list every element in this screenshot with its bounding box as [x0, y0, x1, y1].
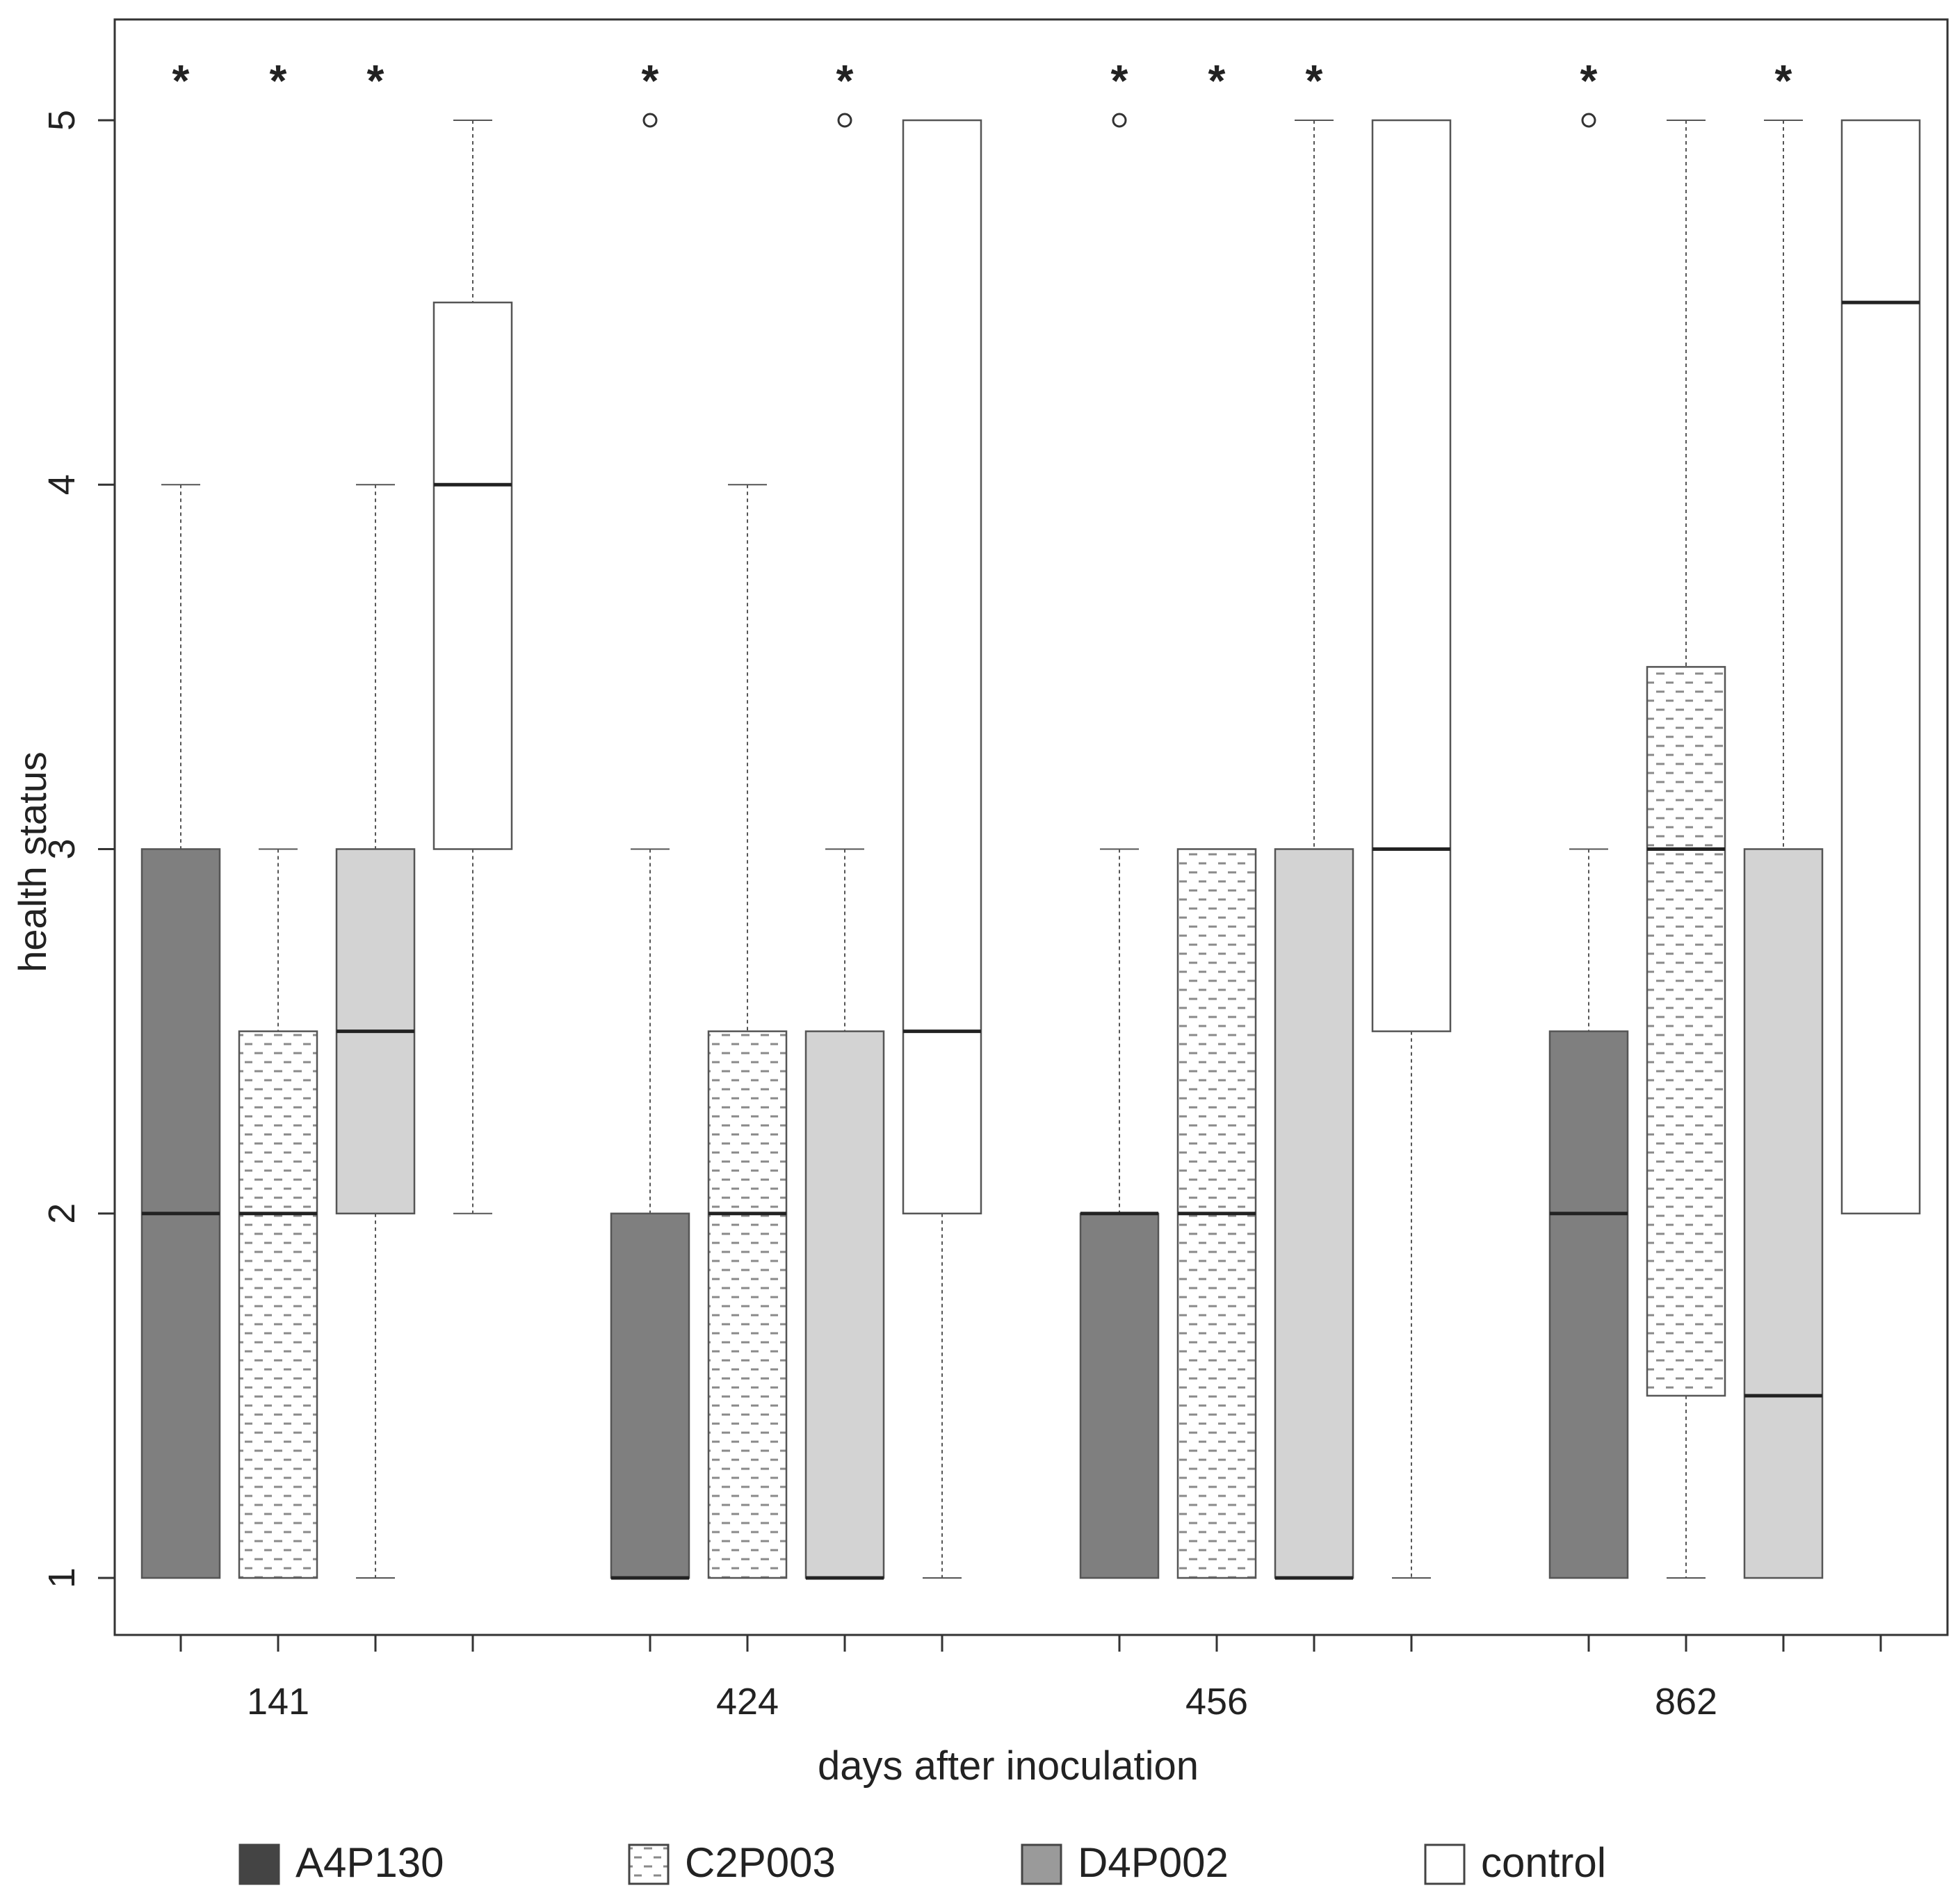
outlier-point: [642, 113, 658, 128]
box-D4P002-862: *: [1743, 56, 1824, 1579]
legend-item-C2P003: C2P003: [628, 1839, 836, 1886]
legend-item-A4P130: A4P130: [238, 1839, 444, 1886]
x-tick-label: 424: [716, 1681, 779, 1723]
significance-marker: *: [172, 56, 190, 106]
box-body: [1371, 119, 1452, 1032]
legend-swatch: [238, 1843, 280, 1885]
box-body: [1743, 848, 1824, 1579]
significance-marker: *: [1306, 56, 1323, 106]
box-body: [1079, 1212, 1160, 1579]
box-C2P003-456: *: [1176, 56, 1257, 1579]
outlier-point: [1581, 113, 1596, 128]
significance-marker: *: [1580, 56, 1598, 106]
y-tick-label: 3: [41, 838, 83, 859]
box-A4P130-456: *: [1079, 56, 1160, 1579]
box-D4P002-424: *: [804, 56, 885, 1580]
box-body: [707, 1030, 788, 1579]
legend-item-D4P002: D4P002: [1021, 1839, 1229, 1886]
legend-label: C2P003: [685, 1839, 836, 1886]
box-C2P003-141: *: [238, 56, 318, 1579]
box-body: [238, 1030, 318, 1579]
outlier-point: [1112, 113, 1127, 128]
box-body: [432, 301, 513, 850]
x-tick-label: 456: [1185, 1681, 1248, 1723]
legend-label: control: [1481, 1839, 1606, 1886]
box-body: [804, 1030, 885, 1579]
box-body: [1646, 666, 1726, 1397]
significance-marker: *: [836, 56, 854, 106]
box-body: [1840, 119, 1921, 1214]
box-control-141: [432, 120, 513, 1214]
x-axis-label: days after inoculation: [818, 1743, 1199, 1789]
x-tick-label: 862: [1655, 1681, 1717, 1723]
significance-marker: *: [1111, 56, 1128, 106]
box-control-424: [902, 119, 982, 1579]
legend-swatch: [1424, 1843, 1466, 1885]
significance-marker: *: [642, 56, 659, 106]
legend-label: A4P130: [295, 1839, 444, 1886]
significance-marker: *: [367, 56, 384, 106]
box-D4P002-141: *: [335, 56, 416, 1579]
significance-marker: *: [270, 56, 287, 106]
y-tick-label: 2: [41, 1203, 83, 1224]
y-tick-label: 5: [41, 110, 83, 131]
box-control-456: [1371, 119, 1452, 1579]
significance-marker: *: [1775, 56, 1792, 106]
box-A4P130-424: *: [610, 56, 690, 1580]
box-D4P002-456: *: [1274, 56, 1354, 1580]
plot-frame: [113, 18, 1949, 1636]
legend-swatch: [628, 1843, 670, 1885]
y-tick-label: 1: [41, 1568, 83, 1588]
x-tick-label: 141: [247, 1681, 309, 1723]
legend-swatch: [1021, 1843, 1062, 1885]
legend-label: D4P002: [1078, 1839, 1229, 1886]
box-body: [902, 119, 982, 1214]
box-body: [610, 1212, 690, 1579]
box-A4P130-862: *: [1548, 56, 1629, 1579]
y-axis-label: health status: [10, 751, 54, 972]
legend-item-control: control: [1424, 1839, 1606, 1886]
box-body: [1274, 848, 1354, 1579]
box-C2P003-424: [707, 484, 788, 1579]
box-body: [1548, 1030, 1629, 1579]
legend: A4P130 C2P003 D4P002 control: [238, 1839, 1606, 1886]
significance-marker: *: [1208, 56, 1226, 106]
box-A4P130-141: *: [140, 56, 221, 1579]
box-C2P003-862: [1646, 120, 1726, 1579]
y-tick-label: 4: [41, 474, 83, 495]
outlier-point: [837, 113, 852, 128]
box-control-862: [1840, 119, 1921, 1214]
